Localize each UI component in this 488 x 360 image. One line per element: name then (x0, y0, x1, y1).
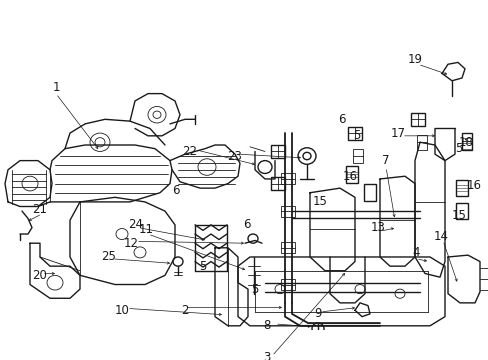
Text: 4: 4 (411, 246, 419, 259)
Text: 24: 24 (128, 219, 143, 231)
Text: 7: 7 (382, 154, 389, 167)
Bar (281, 242, 294, 253)
Text: 6: 6 (172, 184, 180, 197)
Bar (347, 127, 361, 140)
Text: 16: 16 (342, 170, 357, 183)
Text: 10: 10 (114, 304, 129, 317)
Text: 21: 21 (32, 203, 47, 216)
Text: 25: 25 (102, 251, 116, 264)
Text: 16: 16 (466, 179, 481, 192)
Bar (461, 133, 471, 150)
Text: 5: 5 (353, 129, 360, 142)
Bar (281, 174, 294, 184)
Text: 23: 23 (227, 149, 242, 162)
Text: 12: 12 (123, 237, 138, 250)
Bar (281, 279, 294, 290)
Text: 2: 2 (181, 304, 188, 317)
Text: 17: 17 (390, 127, 405, 140)
Text: 8: 8 (263, 319, 270, 332)
Bar (455, 180, 467, 197)
Text: 19: 19 (407, 53, 422, 66)
Bar (281, 206, 294, 217)
Bar (363, 184, 375, 201)
Text: 6: 6 (338, 113, 345, 126)
Text: 11: 11 (138, 223, 153, 236)
Text: 14: 14 (433, 230, 447, 243)
Text: 6: 6 (243, 219, 250, 231)
Text: 1: 1 (52, 81, 60, 94)
Text: 15: 15 (312, 195, 327, 208)
Text: 5: 5 (454, 142, 462, 155)
Text: 3: 3 (263, 351, 270, 360)
Bar (416, 135, 426, 150)
Text: 13: 13 (370, 221, 385, 234)
Text: 22: 22 (182, 145, 197, 158)
Text: 5: 5 (199, 260, 206, 273)
Text: 5: 5 (251, 283, 258, 296)
Text: 20: 20 (33, 269, 47, 282)
Bar (352, 149, 362, 163)
Bar (455, 203, 467, 219)
Bar (346, 166, 357, 183)
Bar (270, 145, 285, 158)
Bar (270, 177, 285, 190)
Text: 15: 15 (450, 209, 466, 222)
Text: 18: 18 (458, 136, 472, 149)
Text: 9: 9 (314, 307, 321, 320)
Bar (410, 113, 424, 126)
